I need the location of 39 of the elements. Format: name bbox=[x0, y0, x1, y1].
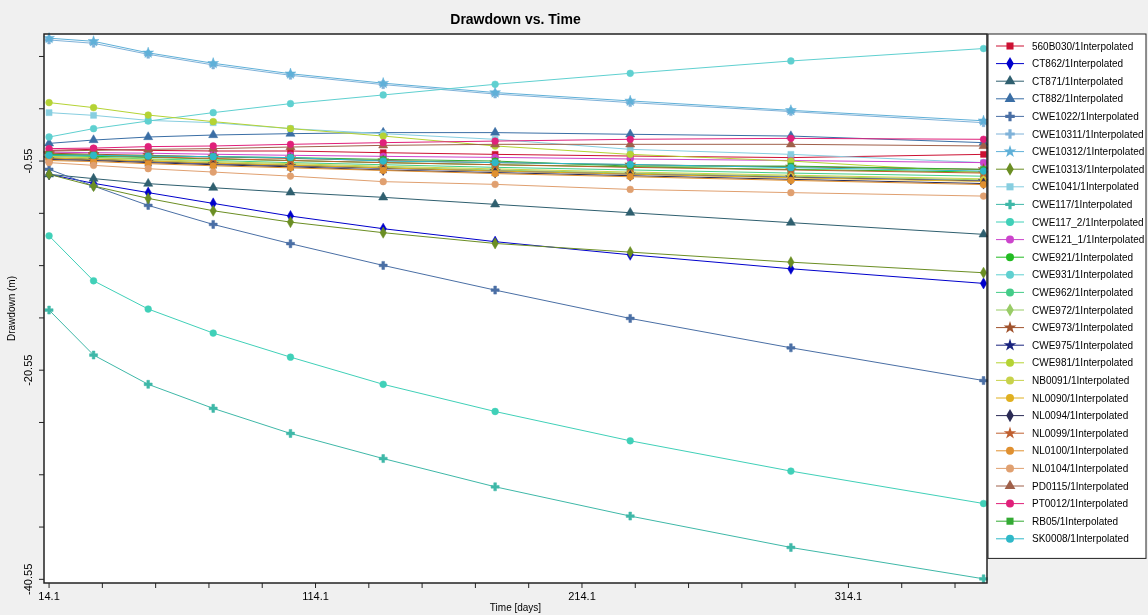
legend-label: CT882/1Interpolated bbox=[1032, 93, 1124, 105]
legend-label: NL0090/1Interpolated bbox=[1032, 392, 1129, 404]
legend-label: CWE973/1Interpolated bbox=[1032, 322, 1134, 334]
legend-label: CWE975/1Interpolated bbox=[1032, 339, 1134, 351]
y-tick-label: -40.55 bbox=[22, 563, 34, 595]
y-tick-label: -0.55 bbox=[22, 148, 34, 174]
legend-label: CWE931/1Interpolated bbox=[1032, 269, 1134, 281]
legend-label: RB05/1Interpolated bbox=[1032, 515, 1119, 527]
chart-title: Drawdown vs. Time bbox=[450, 11, 581, 27]
x-tick-label: 314.1 bbox=[834, 590, 863, 602]
x-tick-label: 114.1 bbox=[302, 590, 329, 602]
y-axis-title: Drawdown (m) bbox=[6, 275, 17, 342]
legend-label: CWE921/1Interpolated bbox=[1032, 251, 1134, 263]
legend-label: CWE121_1/1Interpolated bbox=[1032, 234, 1145, 246]
legend-label: NL0100/1Interpolated bbox=[1032, 445, 1129, 457]
legend-label: CWE1041/1Interpolated bbox=[1032, 181, 1139, 193]
legend-label: CT871/1Interpolated bbox=[1032, 75, 1124, 87]
legend-label: NL0094/1Interpolated bbox=[1032, 410, 1129, 422]
legend-label: PT0012/1Interpolated bbox=[1032, 498, 1129, 510]
legend-label: CWE981/1Interpolated bbox=[1032, 357, 1134, 369]
legend-label: SK0008/1Interpolated bbox=[1032, 533, 1129, 545]
legend-label: CWE10311/1Interpolated bbox=[1032, 128, 1144, 140]
x-tick-label: 214.1 bbox=[568, 590, 596, 602]
legend-label: CWE10313/1Interpolated bbox=[1032, 163, 1145, 175]
legend-label: 560B030/1Interpolated bbox=[1032, 40, 1134, 52]
x-axis-title: Time [days] bbox=[489, 602, 542, 613]
legend-label: CWE962/1Interpolated bbox=[1032, 286, 1134, 298]
legend-label: PD0115/1Interpolated bbox=[1032, 480, 1129, 492]
legend-label: CWE1022/1Interpolated bbox=[1032, 110, 1139, 122]
legend-label: CWE972/1Interpolated bbox=[1032, 304, 1134, 316]
y-tick-label: -20.55 bbox=[22, 354, 34, 386]
legend-label: NL0104/1Interpolated bbox=[1032, 462, 1129, 474]
legend-label: NB0091/1Interpolated bbox=[1032, 374, 1130, 386]
legend-label: CT862/1Interpolated bbox=[1032, 58, 1124, 70]
x-tick-label: 14.1 bbox=[38, 590, 60, 602]
legend-label: CWE10312/1Interpolated bbox=[1032, 146, 1145, 158]
legend-label: CWE117_2/1Interpolated bbox=[1032, 216, 1144, 228]
legend-label: NL0099/1Interpolated bbox=[1032, 427, 1129, 439]
legend-label: CWE117/1Interpolated bbox=[1032, 198, 1133, 210]
